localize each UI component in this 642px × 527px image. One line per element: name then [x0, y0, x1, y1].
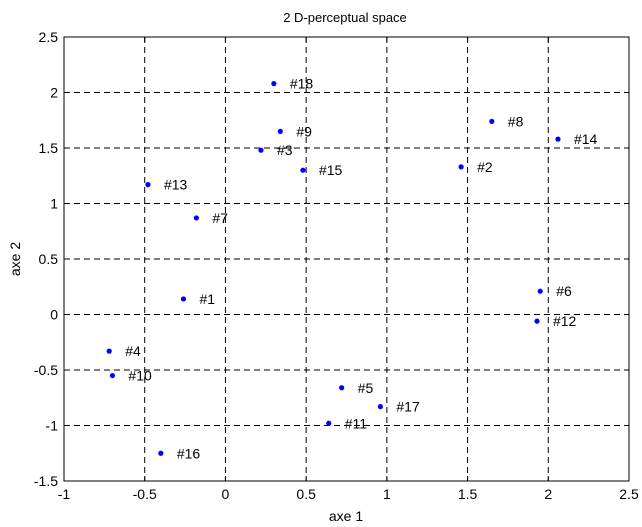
point-label: #1 [199, 291, 215, 307]
data-point [537, 288, 543, 294]
data-point [326, 420, 332, 426]
data-point [258, 147, 264, 153]
point-label: #3 [277, 142, 293, 158]
chart-title: 2 D-perceptual space [283, 10, 407, 25]
data-point [158, 450, 164, 456]
point-label: #17 [396, 399, 420, 415]
data-point [180, 296, 187, 302]
data-point [489, 118, 495, 124]
point-label: #18 [290, 76, 314, 92]
x-tick-label: 2 [544, 486, 552, 502]
data-point [339, 385, 345, 391]
data-point [106, 348, 112, 354]
point-label: #4 [125, 343, 141, 359]
data-point [300, 167, 306, 173]
point-label: #15 [319, 162, 343, 178]
y-tick-label: -0.5 [34, 362, 58, 378]
point-label: #10 [128, 368, 152, 384]
data-point [555, 136, 561, 142]
x-tick-label: 1.5 [458, 486, 478, 502]
point-label: #14 [574, 131, 598, 147]
plot-frame [63, 36, 630, 482]
point-label: #2 [477, 159, 493, 175]
axis-ticks: -1 -0.5 0 0.5 1 1.5 2 2.5-1.5-1-0.500.511.522.5 [34, 29, 639, 502]
point-label: #8 [508, 113, 524, 129]
point-label: #16 [177, 445, 201, 461]
grid-lines [64, 37, 629, 481]
point-label: #6 [556, 283, 572, 299]
x-tick-label: 2.5 [619, 486, 639, 502]
y-tick-label: 2 [50, 85, 58, 101]
point-label: #13 [164, 177, 188, 193]
data-point [377, 404, 383, 410]
data-point [534, 318, 540, 324]
x-tick-label: -1 [58, 486, 71, 502]
point-label: #5 [358, 380, 374, 396]
x-tick-label: 0.5 [296, 486, 316, 502]
y-tick-label: 0.5 [39, 251, 59, 267]
data-point [458, 164, 464, 170]
point-label: #12 [553, 313, 577, 329]
x-tick-label: 0 [222, 486, 230, 502]
data-point [193, 215, 199, 221]
x-axis-label: axe 1 [329, 508, 363, 524]
y-tick-label: 1 [50, 196, 58, 212]
data-point [109, 372, 116, 379]
x-tick-label: -0.5 [133, 486, 157, 502]
y-tick-label: 2.5 [39, 29, 59, 45]
data-point [277, 128, 283, 134]
y-tick-label: 0 [50, 307, 58, 323]
data-point [145, 182, 151, 188]
data-point [271, 81, 277, 87]
y-axis-label: axe 2 [7, 242, 23, 276]
point-label: #9 [296, 123, 312, 139]
x-tick-label: 1 [383, 486, 391, 502]
y-tick-label: 1.5 [39, 140, 59, 156]
y-tick-label: -1.5 [34, 473, 58, 489]
point-label: #11 [345, 415, 368, 431]
point-label: #7 [212, 210, 228, 226]
data-points: #1 #2 #3 #4 #5 #6 #7 #8 #9 #10 #11 #12 #13 #14 #15 #16 #… [106, 76, 598, 461]
y-tick-label: -1 [46, 418, 59, 434]
